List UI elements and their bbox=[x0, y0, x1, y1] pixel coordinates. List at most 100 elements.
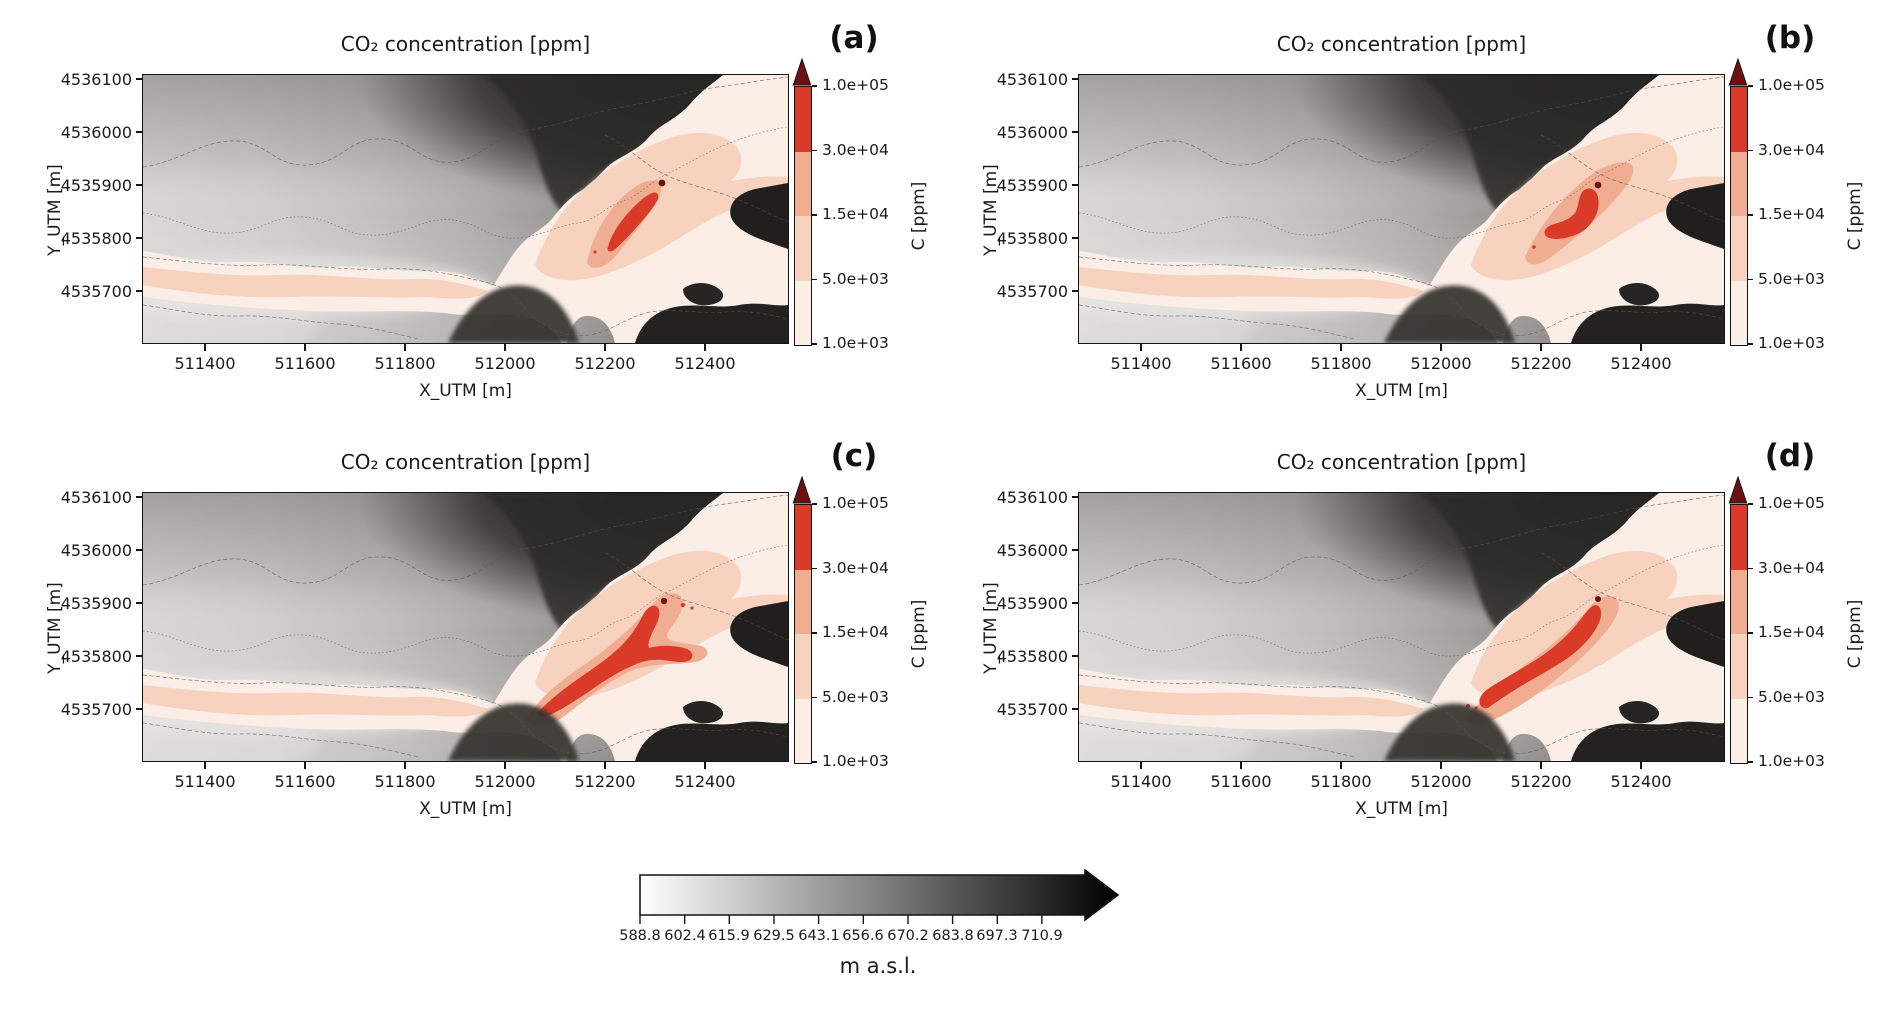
y-axis-tick bbox=[136, 708, 143, 710]
y-axis-tick-label: 4535900 bbox=[60, 594, 132, 613]
colorbar-tick bbox=[812, 696, 817, 699]
panel-title: CO₂ concentration [ppm] bbox=[340, 450, 591, 474]
terrain-dark-wedge bbox=[1384, 703, 1515, 761]
x-axis-tick bbox=[1440, 344, 1442, 351]
terrain-dark-ridge bbox=[483, 75, 723, 211]
colorbar-label: C [ppm] bbox=[1845, 599, 1865, 669]
terrain-dark-southeast bbox=[1571, 303, 1724, 343]
x-axis-tick bbox=[604, 344, 606, 351]
co2-map bbox=[1079, 493, 1724, 761]
y-axis-tick-label: 4535900 bbox=[60, 176, 132, 195]
co2-map bbox=[143, 493, 788, 761]
terrain-dark-southeast bbox=[635, 303, 788, 343]
y-axis-tick bbox=[1072, 237, 1079, 239]
plume-red-core bbox=[1544, 188, 1599, 239]
x-axis-tick-label: 512400 bbox=[674, 354, 736, 373]
elevation-tick-label: 710.9 bbox=[1021, 928, 1063, 944]
y-axis-tick-label: 4536000 bbox=[60, 541, 132, 560]
x-axis-tick bbox=[704, 344, 706, 351]
elevation-colorbar bbox=[639, 869, 1120, 924]
terrain-dark-wedge bbox=[448, 285, 579, 343]
contour-line bbox=[143, 674, 788, 754]
colorbar bbox=[794, 86, 812, 346]
colorbar-tick-label: 1.0e+03 bbox=[1758, 334, 1825, 352]
terrain-dark-notch bbox=[1666, 183, 1724, 249]
colorbar-tick-label: 1.0e+03 bbox=[1758, 752, 1825, 770]
y-axis-tick-label: 4535700 bbox=[996, 700, 1068, 719]
colorbar-segment bbox=[795, 280, 811, 345]
colorbar-segment bbox=[1731, 505, 1747, 570]
x-axis-tick bbox=[304, 762, 306, 769]
x-axis-tick-label: 512000 bbox=[1410, 772, 1472, 791]
y-axis-tick bbox=[1072, 602, 1079, 604]
terrain-dark-blob bbox=[683, 701, 724, 724]
terrain-dark-notch bbox=[730, 601, 788, 667]
panel-a: CO₂ concentration [ppm] (a) Y_UTM [m] X_UTM… bbox=[0, 0, 946, 418]
elevation-bar-label: m a.s.l. bbox=[839, 954, 917, 978]
colorbar-segment bbox=[795, 634, 811, 699]
terrain-dark-ridge bbox=[483, 493, 723, 629]
colorbar-tick bbox=[1748, 214, 1753, 216]
plume-level2-valley bbox=[143, 685, 488, 717]
colorbar bbox=[1730, 86, 1748, 346]
x-axis-tick bbox=[704, 762, 706, 769]
colorbar-tick-label: 3.0e+04 bbox=[822, 558, 889, 577]
panel-letter: (d) bbox=[1764, 438, 1816, 474]
plume-red-core bbox=[1479, 605, 1602, 709]
y-axis-tick bbox=[1072, 78, 1079, 80]
contour-line bbox=[1079, 304, 1356, 340]
map-plot-area bbox=[142, 492, 789, 762]
terrain-dark-ridge bbox=[1419, 75, 1659, 211]
x-axis-tick-label: 511600 bbox=[274, 354, 336, 373]
colorbar-extend-arrow bbox=[1728, 58, 1748, 86]
y-axis-tick-label: 4536100 bbox=[996, 488, 1068, 507]
colorbar-tick-label: 1.5e+04 bbox=[822, 205, 889, 223]
panel-letter: (a) bbox=[829, 20, 879, 56]
y-axis-tick bbox=[136, 184, 143, 186]
colorbar-tick-label: 1.0e+05 bbox=[822, 494, 889, 512]
colorbar-tick bbox=[1748, 278, 1753, 281]
colorbar-tick-label: 1.5e+04 bbox=[1758, 623, 1825, 641]
y-axis-tick bbox=[136, 602, 143, 604]
colorbar-segment bbox=[795, 569, 811, 634]
x-axis-tick-label: 511600 bbox=[1210, 772, 1272, 791]
elevation-tick-label: 588.8 bbox=[619, 928, 661, 944]
contour-line bbox=[1079, 256, 1724, 336]
colorbar-extend-arrow bbox=[792, 58, 812, 86]
panel-d: CO₂ concentration [ppm] (d) Y_UTM [m] X_UTM… bbox=[936, 418, 1882, 836]
terrain-dark-blob bbox=[1619, 701, 1660, 724]
colorbar-tick-label: 5.0e+03 bbox=[1758, 687, 1825, 706]
x-axis-tick-label: 512200 bbox=[574, 772, 636, 791]
panel-c: CO₂ concentration [ppm] (c) Y_UTM [m] X_UTM… bbox=[0, 418, 946, 836]
contour-line bbox=[143, 304, 420, 340]
x-axis-tick-label: 511400 bbox=[174, 354, 236, 373]
colorbar-label: C [ppm] bbox=[909, 181, 929, 251]
co2-map bbox=[143, 75, 788, 343]
x-axis-label: X_UTM [m] bbox=[419, 381, 512, 401]
colorbar-tick-label: 5.0e+03 bbox=[822, 687, 889, 706]
x-axis-tick-label: 511400 bbox=[174, 772, 236, 791]
map-plot-area bbox=[1078, 74, 1725, 344]
y-axis-tick-label: 4536000 bbox=[60, 123, 132, 142]
contour-line bbox=[604, 552, 788, 641]
co2-map bbox=[1079, 75, 1724, 343]
x-axis-tick bbox=[1540, 762, 1542, 769]
x-axis-tick-label: 512200 bbox=[574, 354, 636, 373]
y-axis-tick bbox=[136, 496, 143, 498]
elevation-tick-label: 643.1 bbox=[798, 928, 840, 944]
vent-dot bbox=[1595, 596, 1601, 602]
colorbar-tick bbox=[812, 85, 817, 87]
y-axis-tick-label: 4535800 bbox=[60, 647, 132, 666]
x-axis-tick-label: 512200 bbox=[1510, 772, 1572, 791]
y-axis-tick-label: 4535800 bbox=[60, 229, 132, 248]
colorbar-tick bbox=[812, 503, 817, 505]
contour-line bbox=[143, 126, 788, 239]
y-axis-tick bbox=[136, 131, 143, 133]
colorbar-tick bbox=[812, 343, 817, 345]
y-axis-label: Y_UTM [m] bbox=[981, 164, 1001, 256]
colorbar-tick-label: 1.0e+03 bbox=[822, 334, 889, 352]
contour-line bbox=[1079, 126, 1724, 239]
plume-level2-valley bbox=[1079, 267, 1424, 299]
y-axis-tick-label: 4535700 bbox=[60, 282, 132, 301]
